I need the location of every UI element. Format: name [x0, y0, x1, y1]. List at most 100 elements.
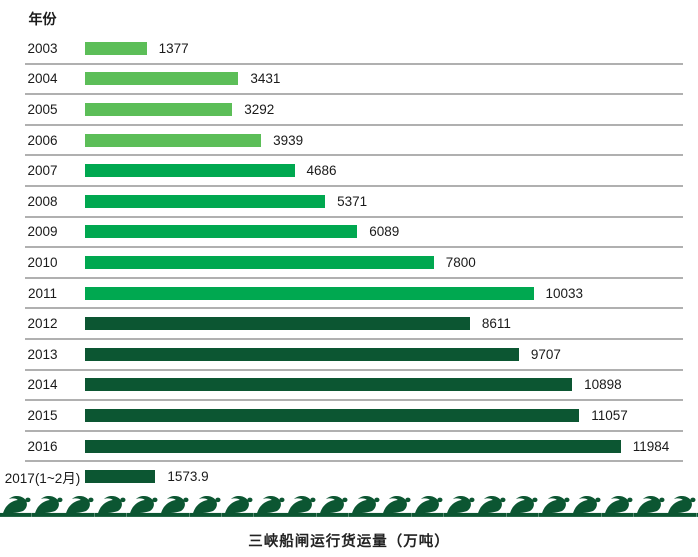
wave-icon	[411, 495, 444, 517]
chart-row: 2014 10898	[0, 370, 698, 401]
year-label: 2009	[27, 224, 58, 240]
value-label: 11984	[632, 438, 670, 454]
bar	[85, 408, 580, 422]
year-label: 2006	[27, 132, 58, 148]
value-label: 8611	[481, 316, 511, 332]
value-label: 10033	[545, 285, 584, 301]
rows: 2003 1377 2004 3431 2005 3292 2006 3939 …	[0, 33, 698, 492]
chart-row: 2012 8611	[0, 308, 698, 340]
bar	[85, 317, 470, 331]
value-label: 3431	[250, 71, 281, 87]
value-label: 7800	[445, 254, 476, 270]
chart-row: 2006 3939	[0, 125, 698, 156]
bar-cell: 10898	[85, 377, 698, 392]
wave-icon	[443, 495, 476, 517]
year-label: 2015	[27, 407, 58, 423]
value-label: 4686	[306, 163, 337, 179]
wave-icon	[538, 495, 571, 517]
bar	[85, 194, 326, 208]
year-label: 2003	[27, 40, 58, 56]
chart-row: 2005 3292	[0, 94, 698, 126]
year-label: 2011	[27, 285, 58, 301]
wave-icon	[475, 495, 507, 517]
bar	[85, 255, 434, 269]
bar	[85, 164, 295, 178]
bar-cell: 6089	[85, 224, 698, 239]
year-label: 2016	[27, 438, 58, 454]
year-label: 2005	[27, 101, 58, 117]
bar-cell: 7800	[85, 255, 698, 270]
wave-icon	[507, 495, 539, 517]
value-label: 3939	[273, 132, 304, 148]
year-label: 2014	[27, 377, 58, 393]
value-label: 1573.9	[167, 469, 209, 485]
bar	[85, 378, 573, 392]
bar-cell: 3292	[85, 102, 698, 117]
bar	[85, 72, 239, 86]
wave-icon	[221, 495, 254, 517]
bar-cell: 3431	[85, 71, 698, 86]
value-label: 1377	[158, 40, 189, 56]
wave-icon	[316, 495, 349, 517]
chart-title: 三峡船闸运行货运量（万吨）	[248, 533, 450, 550]
bar-cell: 8611	[85, 316, 698, 331]
value-label: 11057	[591, 407, 628, 423]
chart-row: 2015 11057	[0, 400, 698, 432]
wave-icon	[158, 495, 191, 517]
value-label: 5371	[337, 193, 368, 209]
value-label: 6089	[369, 224, 400, 240]
year-label: 2008	[27, 193, 58, 209]
wave-icon	[95, 495, 127, 517]
bar-cell: 3939	[85, 133, 698, 148]
value-label: 3292	[244, 101, 275, 117]
bar-cell: 1573.9	[85, 469, 698, 484]
bar-cell: 5371	[85, 194, 698, 209]
wave-icon	[665, 495, 698, 517]
year-label: 2017(1~2月)	[4, 470, 81, 486]
wave-icon	[126, 495, 159, 517]
chart-header-row: 年份	[0, 5, 698, 33]
chart-row: 2007 4686	[0, 155, 698, 187]
wave-icon	[570, 495, 603, 517]
wave-icon	[31, 495, 64, 517]
bar	[85, 133, 262, 147]
bar	[85, 41, 147, 55]
year-label: 2013	[27, 346, 58, 362]
wave-icon	[253, 495, 286, 517]
chart-row: 2009 6089	[0, 217, 698, 248]
bar-cell: 11057	[85, 408, 698, 423]
value-label: 10898	[584, 377, 622, 393]
wave-icon	[602, 495, 634, 517]
bar-cell: 10033	[85, 286, 698, 301]
chart-row: 2003 1377	[0, 33, 698, 65]
wave-icon	[0, 495, 32, 517]
wave-icon	[63, 495, 96, 517]
wave-icon	[348, 495, 381, 517]
year-label: 2004	[27, 71, 58, 87]
year-label: 2007	[27, 163, 58, 179]
bar-cell: 11984	[85, 439, 698, 454]
value-label: 9707	[530, 346, 561, 362]
bar	[85, 347, 519, 361]
wave-icon	[380, 495, 412, 517]
bar-cell: 1377	[85, 41, 698, 56]
chart-row: 2013 9707	[0, 339, 698, 371]
bar	[85, 102, 233, 116]
wave-icon	[633, 495, 666, 517]
year-label: 2010	[27, 254, 58, 270]
chart-row: 2008 5371	[0, 186, 698, 218]
axis-header-label: 年份	[28, 11, 57, 27]
bar-cell: 4686	[85, 163, 698, 178]
year-label: 2012	[27, 316, 58, 332]
bar	[85, 225, 358, 239]
wave-icon	[190, 495, 222, 517]
bar	[85, 439, 621, 453]
bar	[85, 286, 534, 300]
chart-row: 2016 11984	[0, 431, 698, 462]
chart-row: 2004 3431	[0, 64, 698, 95]
bar-cell: 9707	[85, 347, 698, 362]
bar	[85, 470, 156, 484]
chart-row: 2017(1~2月) 1573.9	[0, 461, 698, 492]
wave-icon	[285, 495, 317, 517]
